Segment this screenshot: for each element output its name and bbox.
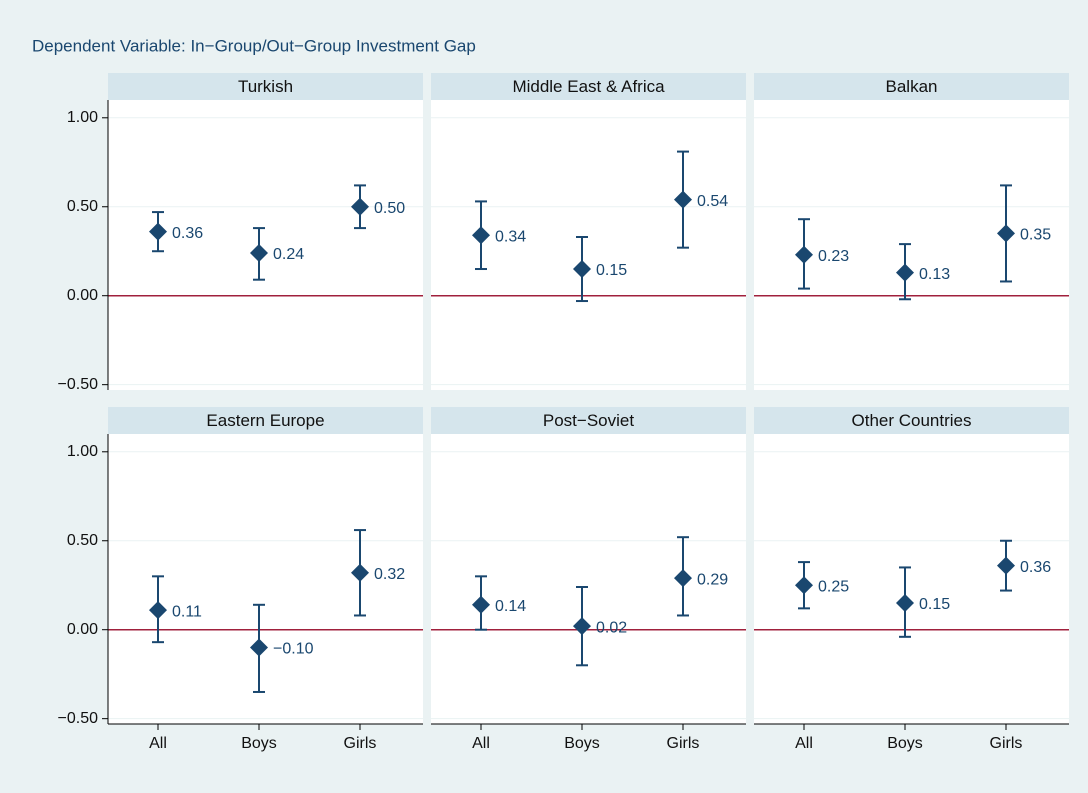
- panel-title: Middle East & Africa: [512, 77, 665, 96]
- value-label: 0.11: [172, 603, 202, 620]
- point: [573, 617, 591, 636]
- point: [795, 245, 813, 264]
- plot-area: [431, 434, 746, 724]
- value-label: 0.50: [374, 200, 405, 217]
- point: [351, 197, 369, 216]
- point: [250, 638, 268, 657]
- value-label: 0.14: [495, 598, 526, 615]
- y-tick-label: −0.50: [58, 376, 99, 393]
- panel-title: Post−Soviet: [543, 411, 634, 430]
- strip: [754, 73, 1069, 100]
- value-label: 0.54: [697, 193, 728, 210]
- panel-title: Other Countries: [852, 411, 972, 430]
- x-tick-label: All: [149, 735, 167, 752]
- y-tick-label: 0.00: [67, 287, 98, 304]
- y-tick-label: 1.00: [67, 443, 98, 460]
- x-tick-label: Girls: [667, 735, 700, 752]
- panel-title: Turkish: [238, 77, 293, 96]
- value-label: 0.25: [818, 578, 849, 595]
- strip: [431, 407, 746, 434]
- y-tick-label: 1.00: [67, 109, 98, 126]
- panel-title: Eastern Europe: [206, 411, 324, 430]
- y-tick-label: −0.50: [58, 710, 99, 727]
- x-tick-label: Girls: [344, 735, 377, 752]
- point: [149, 222, 167, 241]
- value-label: 0.36: [1020, 559, 1051, 576]
- point: [149, 601, 167, 620]
- y-tick-label: 0.50: [67, 532, 98, 549]
- point: [351, 563, 369, 582]
- plot-area: [108, 100, 423, 390]
- panel-title: Balkan: [886, 77, 938, 96]
- x-tick-label: All: [472, 735, 490, 752]
- point: [250, 244, 268, 263]
- strip: [108, 73, 423, 100]
- strip: [108, 407, 423, 434]
- x-tick-label: All: [795, 735, 813, 752]
- chart-title: Dependent Variable: In−Group/Out−Group I…: [32, 36, 476, 55]
- value-label: 0.13: [919, 266, 950, 283]
- value-label: 0.02: [596, 619, 627, 636]
- strip: [431, 73, 746, 100]
- value-label: 0.23: [818, 248, 849, 265]
- value-label: 0.35: [1020, 227, 1051, 244]
- strip: [754, 407, 1069, 434]
- point: [896, 594, 914, 613]
- plot-area: [754, 100, 1069, 390]
- point: [997, 556, 1015, 575]
- point: [472, 226, 490, 245]
- value-label: −0.10: [273, 641, 314, 658]
- x-tick-label: Boys: [241, 735, 277, 752]
- point: [997, 224, 1015, 243]
- y-tick-label: 0.50: [67, 198, 98, 215]
- y-tick-label: 0.00: [67, 621, 98, 638]
- point: [674, 569, 692, 588]
- plot-area: [108, 434, 423, 724]
- x-tick-label: Girls: [990, 735, 1023, 752]
- x-tick-label: Boys: [887, 735, 923, 752]
- value-label: 0.15: [919, 596, 950, 613]
- x-tick-label: Boys: [564, 735, 600, 752]
- value-label: 0.24: [273, 246, 304, 263]
- plot-area: [431, 100, 746, 390]
- value-label: 0.32: [374, 566, 405, 583]
- point: [573, 260, 591, 279]
- point: [795, 576, 813, 595]
- value-label: 0.29: [697, 571, 728, 588]
- value-label: 0.15: [596, 262, 627, 279]
- point: [896, 263, 914, 282]
- value-label: 0.36: [172, 225, 203, 242]
- point: [674, 190, 692, 209]
- point: [472, 595, 490, 614]
- value-label: 0.34: [495, 228, 526, 245]
